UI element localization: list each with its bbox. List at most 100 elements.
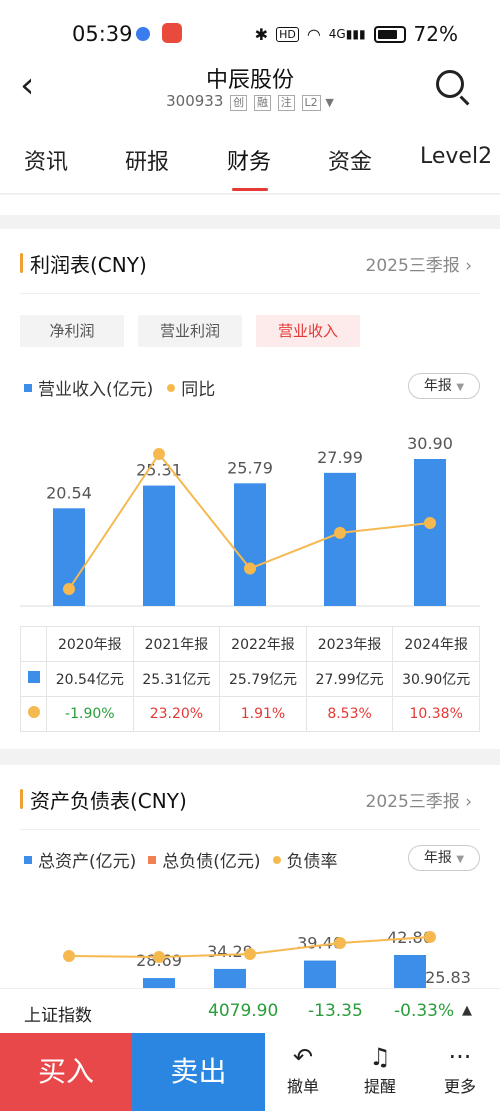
table-cell [20, 696, 47, 732]
stock-tag: L2 [301, 95, 321, 111]
chevron-down-icon: ▼ [325, 96, 334, 109]
signal-icon: 4G▮▮▮ [328, 27, 366, 41]
balance-card: 资产负债表(CNY) 2025三季报 › 总资产(亿元) 总负债(亿元) 负债率… [0, 765, 500, 988]
table-cell: 10.38% [392, 696, 480, 732]
bar-value-label: 34.29 [207, 942, 253, 961]
chevron-right-icon: › [465, 256, 472, 276]
revenue-swatch [27, 671, 40, 683]
tab-research[interactable]: 研报 [125, 150, 170, 175]
stock-code: 300933 [166, 92, 224, 110]
yoy-point [334, 526, 346, 539]
ratio-point [424, 931, 436, 943]
stock-tag: 注 [277, 95, 295, 111]
buy-button[interactable]: 买入 [0, 1033, 132, 1111]
bottom-action-bar: 买入 卖出 ↶ 撤单 ♫ 提醒 ··· 更多 [0, 1033, 500, 1111]
table-header-cell: 2023年报 [305, 626, 394, 662]
assets-bar [304, 960, 336, 988]
profit-period-link[interactable]: 2025三季报 › [366, 251, 472, 276]
assets-bar [143, 978, 175, 988]
yoy-point [244, 562, 256, 575]
subtab-net-profit[interactable]: 净利润 [20, 315, 124, 347]
bluetooth-icon: ✱ [254, 24, 269, 44]
cancel-order-label: 撤单 [286, 1077, 319, 1096]
table-cell: 25.79亿元 [219, 661, 307, 697]
remind-button[interactable]: ♫ 提醒 [350, 1041, 410, 1097]
profit-title: 利润表(CNY) [20, 249, 147, 278]
tab-bar: 资讯 研报 财务 资金 Level2 [0, 118, 500, 194]
table-cell: 30.90亿元 [392, 661, 480, 697]
index-name: 上证指数 [24, 1006, 92, 1026]
revenue-chart: 20.54 25.31 25.79 27.99 30.90 [20, 434, 480, 607]
period-select-label: 年报 [423, 378, 452, 394]
cancel-order-button[interactable]: ↶ 撤单 [273, 1041, 333, 1097]
table-row: -1.90% 23.20% 1.91% 8.53% 10.38% [20, 696, 480, 732]
legend-line-label: 同比 [181, 380, 216, 400]
legend-ratio-label: 负债率 [286, 852, 338, 872]
table-header-cell: 2024年报 [392, 626, 480, 662]
search-icon[interactable] [436, 70, 464, 98]
legend-bar-label: 营业收入(亿元) [38, 380, 154, 400]
table-cell: -1.90% [46, 696, 134, 732]
more-icon: ··· [448, 1043, 472, 1071]
table-cell [20, 626, 47, 662]
expand-up-icon[interactable]: ▲ [462, 1003, 472, 1018]
undo-icon: ↶ [292, 1043, 314, 1071]
index-ticker[interactable]: 上证指数 4079.90 -13.35 -0.33% ▲ [0, 988, 500, 1033]
table-row: 2020年报 2021年报 2022年报 2023年报 2024年报 [20, 626, 480, 662]
revenue-bar [234, 483, 266, 606]
profit-period-select[interactable]: 年报 ▼ [408, 373, 480, 399]
liab-legend-swatch [148, 855, 157, 864]
more-button[interactable]: ··· 更多 [430, 1041, 490, 1097]
tab-news[interactable]: 资讯 [24, 150, 69, 175]
subtab-revenue[interactable]: 营业收入 [256, 315, 360, 347]
subtab-operating-profit[interactable]: 营业利润 [138, 315, 242, 347]
yoy-point [63, 583, 75, 595]
stock-code-row[interactable]: 300933 创 融 注 L2 ▼ [0, 92, 500, 111]
back-icon[interactable]: ‹ [20, 65, 35, 106]
previous-card-edge [0, 195, 500, 215]
balance-title: 资产负债表(CNY) [20, 785, 187, 814]
ratio-legend-swatch [272, 855, 281, 864]
chevron-right-icon: › [465, 792, 472, 812]
balance-period-link[interactable]: 2025三季报 › [366, 787, 472, 812]
profit-table: 2020年报 2021年报 2022年报 2023年报 2024年报 20.54… [20, 626, 480, 732]
revenue-bar [324, 472, 356, 606]
bar-value-label: 20.54 [46, 483, 92, 502]
table-cell [20, 661, 47, 697]
remind-label: 提醒 [363, 1077, 396, 1096]
battery-icon [373, 25, 406, 43]
sell-button[interactable]: 卖出 [132, 1033, 265, 1111]
chevron-down-icon: ▼ [456, 854, 465, 865]
ratio-point [63, 950, 75, 962]
balance-period-select[interactable]: 年报 ▼ [408, 845, 480, 871]
liab-value-label: 25.83 [425, 968, 471, 987]
wifi-icon: ◠ [306, 24, 321, 44]
bar-value-label: 25.31 [136, 461, 182, 480]
balance-legend: 总资产(亿元) 总负债(亿元) 负债率 [24, 847, 338, 872]
index-change: -13.35 [308, 1001, 363, 1021]
table-cell: 27.99亿元 [305, 661, 394, 697]
status-time: 05:39 [72, 22, 133, 46]
line-legend-swatch [167, 383, 176, 392]
table-cell: 23.20% [132, 696, 221, 732]
table-header-cell: 2021年报 [132, 626, 221, 662]
yoy-swatch [27, 706, 40, 718]
tab-funds[interactable]: 资金 [328, 150, 373, 175]
bar-value-label: 25.79 [227, 458, 273, 477]
yoy-point [153, 448, 165, 460]
stock-tag: 创 [230, 95, 248, 111]
table-row: 20.54亿元 25.31亿元 25.79亿元 27.99亿元 30.90亿元 [20, 661, 480, 697]
yoy-point [424, 516, 436, 529]
assets-bar [214, 968, 246, 988]
table-header-cell: 2020年报 [46, 626, 134, 662]
tab-level2[interactable]: Level2 [420, 144, 493, 169]
profit-card: 利润表(CNY) 2025三季报 › 净利润 营业利润 营业收入 营业收入(亿元… [0, 229, 500, 749]
app-notification-icon-2 [162, 23, 182, 43]
table-cell: 8.53% [305, 696, 394, 732]
assets-bar [394, 955, 426, 988]
app-notification-icon [136, 27, 150, 41]
profit-legend: 营业收入(亿元) 同比 [24, 375, 215, 400]
tab-finance[interactable]: 财务 [227, 150, 272, 175]
bar-value-label: 27.99 [317, 448, 363, 467]
battery-level: 72% [413, 22, 458, 46]
